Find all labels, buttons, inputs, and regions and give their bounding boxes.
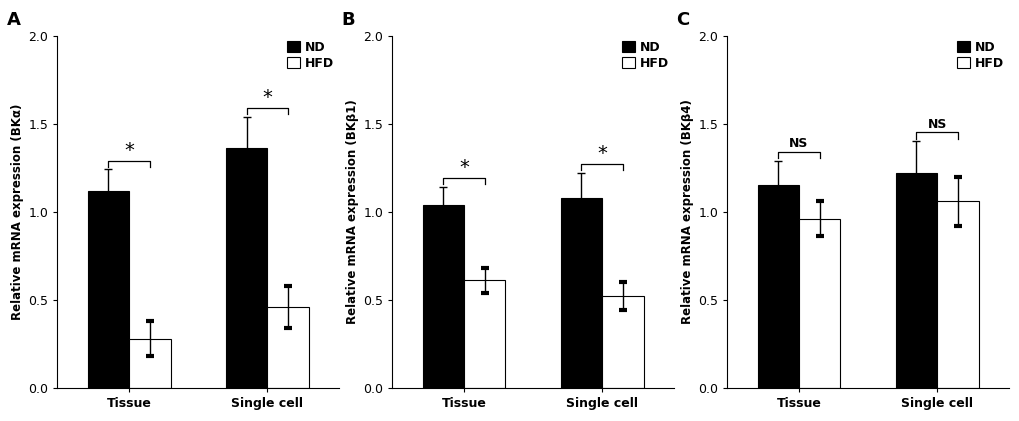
- Bar: [422, 205, 464, 388]
- Text: *: *: [459, 158, 469, 177]
- Bar: [757, 185, 798, 388]
- Legend: ND, HFD: ND, HFD: [954, 38, 1006, 72]
- Text: B: B: [341, 11, 355, 29]
- Bar: [129, 338, 170, 388]
- Bar: [267, 307, 309, 388]
- Text: *: *: [124, 141, 133, 160]
- Legend: ND, HFD: ND, HFD: [284, 38, 336, 72]
- Y-axis label: Relative mRNA expression (BKβ4): Relative mRNA expression (BKβ4): [681, 99, 693, 324]
- Legend: ND, HFD: ND, HFD: [620, 38, 671, 72]
- Y-axis label: Relative mRNA expression (BKβ1): Relative mRNA expression (BKβ1): [345, 99, 359, 324]
- Bar: [560, 197, 601, 388]
- Text: *: *: [597, 144, 606, 163]
- Text: A: A: [6, 11, 20, 29]
- Bar: [601, 296, 643, 388]
- Bar: [225, 148, 267, 388]
- Text: NS: NS: [926, 118, 946, 131]
- Bar: [88, 191, 129, 388]
- Text: NS: NS: [789, 137, 808, 150]
- Text: C: C: [676, 11, 689, 29]
- Bar: [798, 219, 840, 388]
- Bar: [464, 280, 505, 388]
- Y-axis label: Relative mRNA expression (BKα): Relative mRNA expression (BKα): [11, 104, 24, 320]
- Bar: [936, 201, 977, 388]
- Bar: [895, 173, 936, 388]
- Text: *: *: [262, 88, 272, 107]
